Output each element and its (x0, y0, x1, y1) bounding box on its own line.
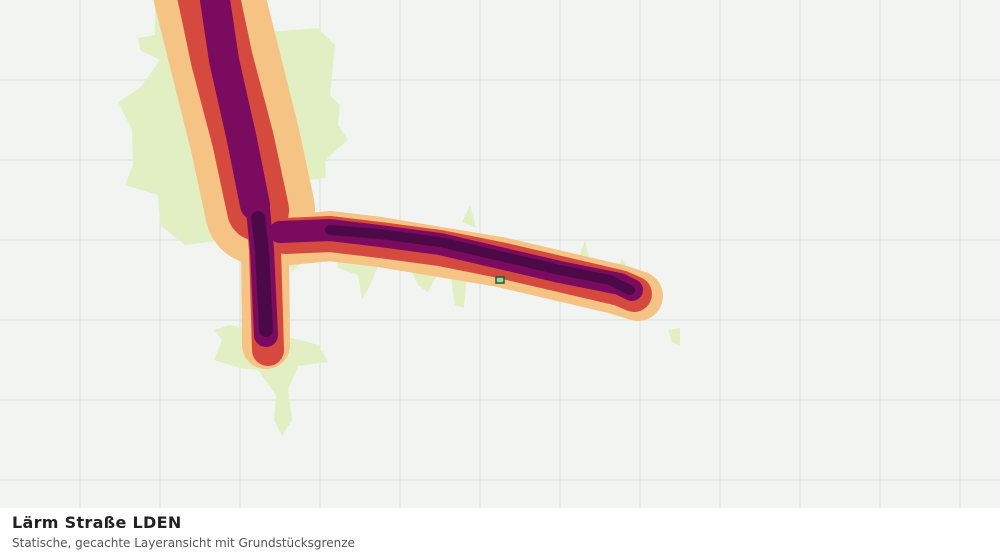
noise-class-high (251, 211, 635, 337)
caption-subtitle: Statische, gecachte Layeransicht mit Gru… (12, 536, 355, 550)
parcel-boundary[interactable] (495, 276, 505, 284)
caption-title: Lärm Straße LDEN (12, 513, 182, 532)
noise-map[interactable] (0, 0, 1000, 508)
